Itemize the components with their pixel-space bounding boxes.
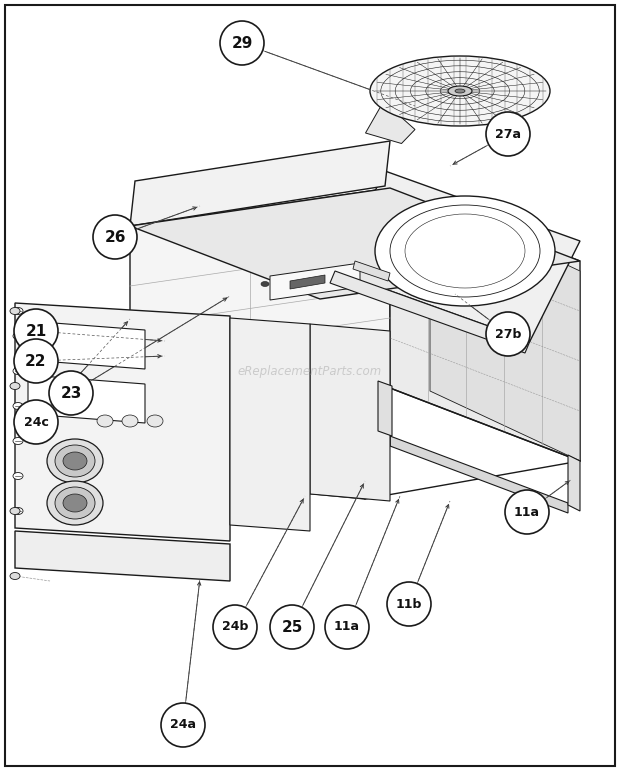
Ellipse shape [13, 437, 23, 445]
Polygon shape [353, 261, 390, 281]
Ellipse shape [147, 415, 163, 427]
Polygon shape [366, 102, 415, 143]
Ellipse shape [55, 487, 95, 519]
Text: 11b: 11b [396, 598, 422, 611]
Ellipse shape [13, 308, 23, 315]
Polygon shape [430, 201, 580, 461]
Circle shape [161, 703, 205, 747]
Polygon shape [290, 275, 325, 289]
Polygon shape [568, 455, 580, 511]
Text: 22: 22 [25, 353, 46, 369]
Ellipse shape [13, 332, 23, 339]
Text: 27a: 27a [495, 127, 521, 140]
Text: 23: 23 [60, 386, 82, 400]
Text: 29: 29 [231, 35, 253, 50]
Text: eReplacementParts.com: eReplacementParts.com [238, 365, 382, 378]
Circle shape [270, 605, 314, 649]
Polygon shape [390, 436, 568, 513]
Polygon shape [130, 188, 390, 426]
Ellipse shape [10, 573, 20, 580]
Circle shape [14, 339, 58, 383]
Text: 25: 25 [281, 620, 303, 635]
Circle shape [486, 312, 530, 356]
Polygon shape [15, 531, 230, 581]
Polygon shape [28, 375, 145, 423]
Polygon shape [378, 381, 392, 436]
Polygon shape [130, 436, 390, 481]
Text: 11a: 11a [334, 621, 360, 634]
Ellipse shape [13, 507, 23, 514]
Polygon shape [130, 188, 580, 299]
Circle shape [213, 605, 257, 649]
Text: 24b: 24b [222, 621, 248, 634]
Ellipse shape [13, 368, 23, 375]
Text: 24c: 24c [24, 416, 48, 429]
Circle shape [220, 21, 264, 65]
Polygon shape [310, 324, 390, 501]
Circle shape [93, 215, 137, 259]
Ellipse shape [10, 308, 20, 315]
Polygon shape [390, 188, 580, 461]
Circle shape [486, 112, 530, 156]
Polygon shape [15, 303, 230, 541]
Text: 11a: 11a [514, 506, 540, 519]
Ellipse shape [63, 494, 87, 512]
Polygon shape [28, 321, 145, 369]
Circle shape [325, 605, 369, 649]
Polygon shape [270, 263, 360, 300]
Text: 26: 26 [104, 230, 126, 244]
Ellipse shape [97, 415, 113, 427]
Ellipse shape [55, 445, 95, 477]
Ellipse shape [63, 452, 87, 470]
Ellipse shape [10, 382, 20, 389]
Ellipse shape [455, 89, 465, 93]
Circle shape [387, 582, 431, 626]
Polygon shape [335, 171, 580, 341]
Text: 21: 21 [25, 324, 46, 338]
Ellipse shape [122, 415, 138, 427]
Polygon shape [130, 141, 390, 226]
Polygon shape [230, 318, 310, 531]
Circle shape [49, 371, 93, 415]
Ellipse shape [13, 402, 23, 409]
Text: 24a: 24a [170, 719, 196, 732]
Ellipse shape [370, 56, 550, 126]
Circle shape [505, 490, 549, 534]
Ellipse shape [10, 507, 20, 514]
Ellipse shape [13, 473, 23, 480]
Circle shape [14, 309, 58, 353]
Polygon shape [330, 271, 530, 353]
Ellipse shape [47, 439, 103, 483]
Text: 27b: 27b [495, 328, 521, 341]
Ellipse shape [448, 86, 472, 96]
Ellipse shape [375, 196, 555, 306]
Ellipse shape [47, 481, 103, 525]
Ellipse shape [261, 281, 269, 287]
Circle shape [14, 400, 58, 444]
